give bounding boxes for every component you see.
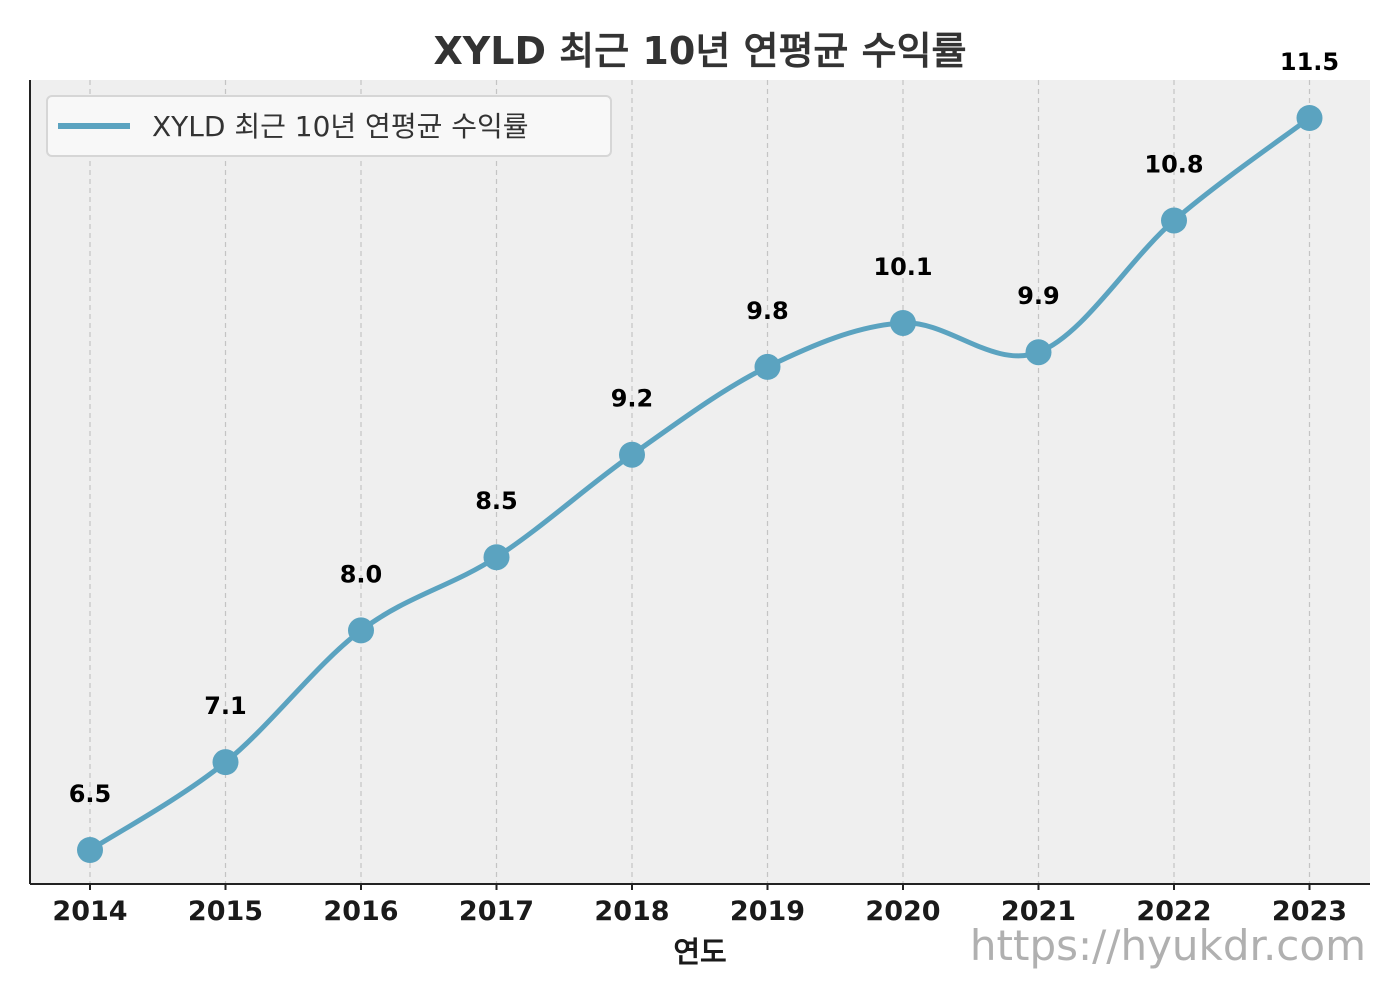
x-tick-label: 2023 xyxy=(1272,896,1347,927)
x-tick-label: 2019 xyxy=(730,896,805,927)
data-label: 8.0 xyxy=(340,560,383,588)
x-tick-label: 2014 xyxy=(52,896,127,927)
data-label: 10.8 xyxy=(1144,150,1203,178)
legend: XYLD 최근 10년 연평균 수익률 xyxy=(46,95,612,157)
data-label: 9.9 xyxy=(1017,282,1060,310)
data-point xyxy=(1296,105,1323,131)
x-tick-label: 2017 xyxy=(459,896,534,927)
data-point xyxy=(754,353,781,380)
x-tick-label: 2018 xyxy=(594,896,669,927)
legend-label: XYLD 최근 10년 연평균 수익률 xyxy=(152,110,529,143)
data-label: 9.8 xyxy=(746,297,789,325)
x-tick-label: 2020 xyxy=(865,896,940,927)
watermark: https://hyukdr.com xyxy=(970,921,1366,970)
x-tick-labels: 2014 2015 2016 2017 2018 2019 2020 2021 2022 2023 xyxy=(52,896,1347,927)
data-label: 11.5 xyxy=(1280,48,1339,76)
data-point xyxy=(1161,207,1187,234)
x-tick-label: 2015 xyxy=(188,896,263,927)
plot-area xyxy=(30,80,1370,884)
data-label: 8.5 xyxy=(475,487,518,515)
data-label: 7.1 xyxy=(204,692,247,720)
data-labels: 6.5 7.1 8.0 8.5 9.2 9.8 10.1 9.9 10.8 11.5 xyxy=(69,48,1339,808)
x-tick-label: 2022 xyxy=(1136,896,1211,927)
data-point xyxy=(1025,339,1052,366)
data-point xyxy=(619,441,645,468)
data-label: 6.5 xyxy=(69,780,112,808)
data-point xyxy=(348,617,374,644)
data-point xyxy=(77,837,103,863)
data-points xyxy=(77,105,1323,863)
legend-box xyxy=(46,95,612,157)
data-point xyxy=(212,749,239,776)
x-axis-label: 연도 xyxy=(673,935,726,969)
x-ticks xyxy=(89,884,1311,890)
data-point xyxy=(483,544,510,571)
chart-title: XYLD 최근 10년 연평균 수익률 xyxy=(433,29,966,73)
x-tick-label: 2016 xyxy=(323,896,398,927)
series-line xyxy=(87,115,1312,853)
data-point xyxy=(890,309,916,336)
data-label: 9.2 xyxy=(611,385,654,413)
x-tick-label: 2021 xyxy=(1001,896,1076,927)
data-label: 10.1 xyxy=(873,253,932,281)
